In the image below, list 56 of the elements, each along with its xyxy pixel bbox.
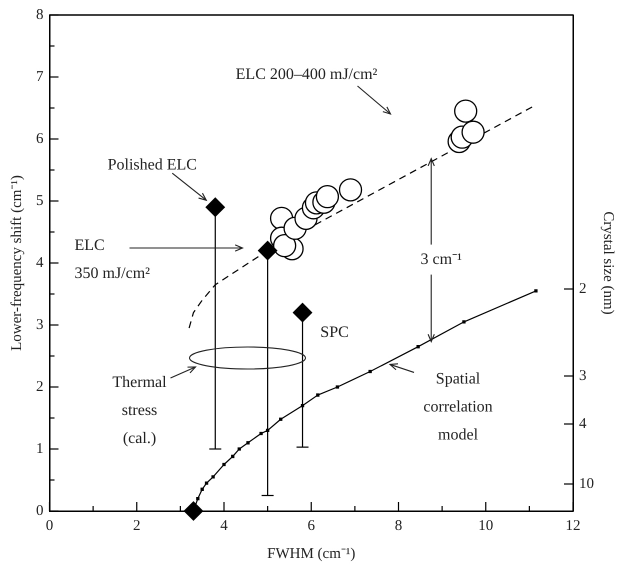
x-tick-label: 4 (220, 518, 228, 534)
point (206, 198, 225, 217)
point (184, 501, 204, 521)
point (534, 289, 538, 293)
x-tick-label: 6 (308, 518, 316, 534)
point (316, 185, 340, 208)
y-tick-label: 2 (36, 378, 44, 395)
text: 2 (579, 280, 586, 297)
annotation: ELC 200–400 mJ/cm² (236, 66, 378, 84)
point (336, 385, 340, 389)
y-tick-label: 3 (36, 316, 44, 333)
point (462, 320, 466, 324)
point (238, 447, 241, 451)
point (211, 475, 215, 479)
point (461, 120, 485, 144)
point (258, 240, 278, 260)
point (204, 481, 208, 485)
x-tick-label: 12 (566, 518, 580, 534)
x-tick-label: 10 (478, 518, 494, 534)
annotation: 3 cm⁻¹ (420, 250, 462, 268)
y2-axis-title: Crystal size (nm) (600, 211, 616, 315)
x-tick-label: 2 (133, 518, 140, 534)
y-tick-label: 1 (36, 440, 44, 457)
annotation: SPC (320, 324, 349, 341)
point (292, 302, 312, 322)
y-tick-label: 7 (36, 68, 44, 85)
annotation: ELC 350 mJ/cm² (74, 237, 150, 282)
point (200, 488, 204, 491)
x-axis-title: FWHM (cm⁻¹) (267, 546, 356, 562)
point (259, 432, 263, 436)
point (196, 496, 200, 500)
y-tick-label: 0 (36, 502, 44, 519)
text: 4 (579, 416, 587, 432)
point (368, 370, 372, 374)
text: 10 (579, 476, 594, 492)
point (222, 462, 226, 466)
x-tick-label: 8 (394, 518, 402, 534)
point (279, 418, 282, 421)
point (272, 234, 296, 258)
y-axis-title: Lower-frequency shift (cm⁻¹) (8, 175, 25, 351)
y-tick-label: 5 (36, 192, 44, 209)
y-tick-label: 6 (36, 130, 44, 147)
y-tick-label: 8 (36, 6, 44, 23)
annotation: Thermal stress (cal.) (112, 374, 168, 448)
point (266, 428, 270, 432)
text: 3 (579, 368, 586, 384)
point (246, 441, 250, 444)
point (231, 454, 234, 458)
point (300, 404, 304, 408)
y-tick-label: 4 (36, 254, 44, 271)
point (454, 99, 478, 123)
point (316, 393, 320, 397)
annotation: Polished ELC (108, 156, 197, 174)
annotation: Spatial correlation model (423, 370, 493, 444)
point (416, 345, 420, 348)
point (338, 178, 362, 202)
